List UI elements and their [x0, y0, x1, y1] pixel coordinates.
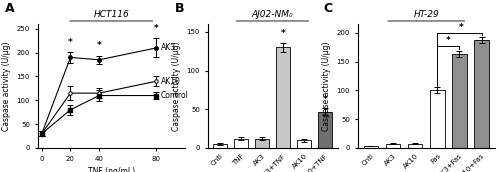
Text: *: * [280, 29, 285, 38]
X-axis label: TNF (ng/mL): TNF (ng/mL) [88, 167, 135, 172]
Bar [408, 144, 422, 148]
Bar [234, 139, 248, 148]
Text: B: B [175, 2, 184, 15]
Text: AK10: AK10 [160, 77, 180, 86]
Bar [364, 146, 378, 148]
Bar [452, 54, 466, 148]
Text: Control: Control [160, 91, 188, 100]
Bar [474, 40, 489, 148]
Bar [255, 139, 269, 148]
Bar [276, 47, 290, 148]
Bar [386, 144, 400, 148]
Y-axis label: Caspase activity (U/μg): Caspase activity (U/μg) [172, 41, 181, 131]
Y-axis label: Caspase activity (U/μg): Caspase activity (U/μg) [2, 41, 11, 131]
Text: C: C [323, 2, 332, 15]
Bar [297, 140, 310, 148]
Text: *: * [154, 24, 158, 33]
Text: *: * [322, 95, 327, 104]
Text: *: * [96, 41, 102, 50]
Bar [430, 90, 444, 148]
Text: *: * [446, 36, 450, 45]
Text: AJ02-NM₀: AJ02-NM₀ [252, 10, 294, 19]
Bar [318, 112, 332, 148]
Bar [214, 144, 227, 148]
Text: HT-29: HT-29 [414, 10, 439, 19]
Text: *: * [68, 38, 73, 47]
Text: AK3: AK3 [160, 43, 176, 52]
Text: A: A [5, 2, 15, 15]
Text: HCT116: HCT116 [94, 10, 129, 19]
Text: *: * [460, 23, 464, 32]
Y-axis label: Caspase activity (U/μg): Caspase activity (U/μg) [322, 41, 331, 131]
